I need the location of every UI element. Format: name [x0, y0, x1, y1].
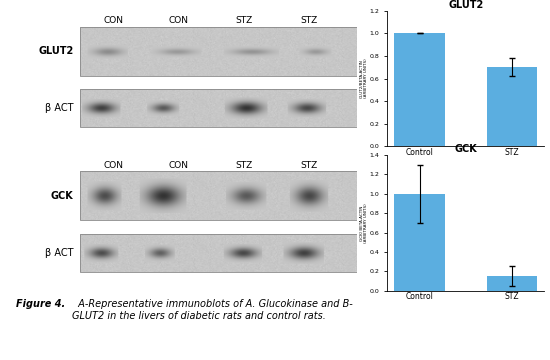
- Text: Figure 4.: Figure 4.: [16, 300, 65, 310]
- Text: GLUT2: GLUT2: [38, 46, 73, 57]
- Bar: [487, 276, 537, 291]
- Text: STZ: STZ: [300, 161, 317, 170]
- Bar: [394, 194, 445, 291]
- Text: STZ: STZ: [235, 161, 252, 170]
- Text: STZ: STZ: [235, 16, 252, 25]
- Y-axis label: GLUT2/BETA-ACTIN
(ARBITRARY UNITS): GLUT2/BETA-ACTIN (ARBITRARY UNITS): [360, 59, 368, 99]
- Text: STZ: STZ: [300, 16, 317, 25]
- Bar: [80, 89, 357, 127]
- Bar: [394, 33, 445, 147]
- Bar: [80, 171, 357, 220]
- Text: A-Representative immunoblots of A. Glucokinase and B-
GLUT2 in the livers of dia: A-Representative immunoblots of A. Gluco…: [73, 300, 353, 321]
- Title: GCK: GCK: [454, 144, 477, 154]
- Bar: [80, 234, 357, 272]
- Text: β ACT: β ACT: [45, 103, 73, 113]
- Text: CON: CON: [168, 16, 189, 25]
- Text: CON: CON: [168, 161, 189, 170]
- Y-axis label: GCK/ BETA-ACTIN
(ARBITRARY UNITS): GCK/ BETA-ACTIN (ARBITRARY UNITS): [360, 203, 368, 243]
- Text: GCK: GCK: [51, 191, 73, 201]
- Bar: [487, 67, 537, 147]
- Text: CON: CON: [103, 161, 123, 170]
- Text: CON: CON: [103, 16, 123, 25]
- Text: β ACT: β ACT: [45, 248, 73, 258]
- Title: GLUT2: GLUT2: [448, 0, 483, 10]
- Bar: [80, 27, 357, 76]
